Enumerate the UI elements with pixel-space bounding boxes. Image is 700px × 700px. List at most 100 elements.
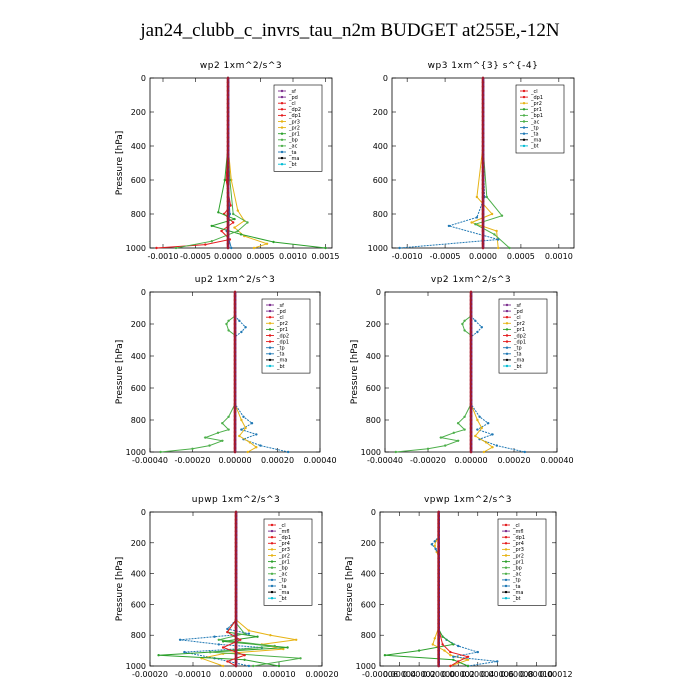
legend-entry: _mfl <box>512 529 524 535</box>
zero-profile-point <box>226 217 230 220</box>
series-point <box>493 233 496 236</box>
zero-profile-point <box>469 438 473 442</box>
series-line-tp <box>234 292 289 453</box>
legend-marker <box>504 529 508 533</box>
series-point <box>466 655 470 658</box>
legend-marker <box>270 548 274 551</box>
y-tick-label: 1000 <box>126 244 146 253</box>
series-point <box>449 650 452 654</box>
series-point <box>476 428 479 431</box>
series-point <box>272 240 275 244</box>
zero-profile-point <box>481 81 485 84</box>
zero-profile-point <box>226 166 230 169</box>
zero-profile-point <box>226 161 230 165</box>
zero-profile-point <box>233 374 237 378</box>
zero-profile-point <box>234 630 238 633</box>
series-point <box>470 221 473 224</box>
series-line-tp <box>431 512 498 667</box>
legend-entry: _ma <box>288 156 299 162</box>
series-point <box>155 246 158 250</box>
zero-profile-point <box>437 514 440 518</box>
series-point <box>220 229 223 233</box>
zero-profile-point <box>481 200 485 203</box>
legend-entry: _dp1 <box>278 535 291 541</box>
legend-entry: _ma <box>530 138 541 144</box>
y-tick-label: 200 <box>366 320 381 329</box>
zero-profile-point <box>437 587 440 591</box>
zero-profile-point <box>437 607 440 610</box>
zero-profile-point <box>233 446 237 450</box>
zero-profile-point <box>234 664 238 668</box>
zero-profile-point <box>437 556 440 560</box>
zero-profile-point <box>481 187 485 190</box>
zero-profile-point <box>437 518 440 521</box>
zero-profile-point <box>469 398 473 402</box>
y-axis-label: Pressure [hPa] <box>345 557 355 622</box>
legend-entry: _sf <box>513 303 521 309</box>
zero-profile-point <box>437 560 440 564</box>
x-tick-label: 0.00010 <box>262 670 295 679</box>
series-point <box>474 223 477 226</box>
x-tick-label: 0.00002 <box>442 670 475 679</box>
y-tick-label: 400 <box>373 142 388 151</box>
series-point <box>213 635 216 638</box>
zero-profile-point <box>234 591 238 595</box>
zero-profile-point <box>233 438 237 442</box>
series-point <box>232 221 235 224</box>
zero-profile-point <box>469 426 473 430</box>
x-tick-label: 0.00010 <box>520 670 553 679</box>
series-point <box>495 229 498 233</box>
series-point <box>247 632 251 635</box>
zero-profile-point <box>481 98 485 101</box>
legend-marker <box>505 346 509 349</box>
zero-profile-point <box>233 362 237 366</box>
zero-profile-point <box>481 76 485 80</box>
series-point <box>474 434 477 438</box>
legend-entry: _pr1 <box>288 132 300 138</box>
zero-profile-point <box>233 302 237 306</box>
zero-profile-point <box>469 350 473 354</box>
series-point <box>255 433 258 436</box>
zero-profile-point <box>233 370 237 374</box>
legend-marker <box>504 548 508 551</box>
series-point <box>240 330 243 334</box>
legend-entry: _dp2 <box>276 333 289 339</box>
zero-profile-point <box>437 530 440 533</box>
zero-profile-point <box>226 119 230 122</box>
zero-profile-point <box>234 626 238 629</box>
series-point <box>286 450 290 454</box>
panel-up2: up2 1xm^2/s^3 0 200 400 600 800 1000-0.00040 -0… <box>115 275 337 465</box>
y-tick-label: 0 <box>141 508 146 517</box>
x-tick-label: 0.00040 <box>303 456 336 465</box>
series-point <box>229 204 232 207</box>
zero-profile-point <box>437 657 440 660</box>
series-point <box>523 450 526 454</box>
zero-profile-point <box>226 174 230 178</box>
legend-marker <box>270 536 274 539</box>
legend-entry: _cl <box>276 315 284 321</box>
zero-profile-point <box>226 85 230 88</box>
zero-profile-point <box>469 406 473 410</box>
zero-profile-point <box>469 446 473 450</box>
legend-marker <box>280 108 284 111</box>
legend-marker <box>505 303 509 307</box>
x-tick-label: 0.00000 <box>219 670 252 679</box>
series-point <box>484 441 488 444</box>
legend-entry: _bt <box>276 364 285 370</box>
series-point <box>191 447 194 450</box>
series-point <box>456 439 460 442</box>
zero-profile-point <box>469 322 473 326</box>
zero-profile-point <box>437 541 440 545</box>
legend-entry: _pr2 <box>513 321 525 327</box>
x-tick-label: 0.0000 <box>214 252 242 261</box>
legend-marker <box>505 352 509 355</box>
series-line-pr2 <box>470 78 499 249</box>
series-point <box>252 664 255 668</box>
zero-profile-point <box>226 238 230 241</box>
zero-profile-point <box>481 119 485 122</box>
legend-marker <box>280 126 284 129</box>
series-point <box>495 444 498 447</box>
zero-profile-point <box>226 93 230 97</box>
series-point <box>474 319 477 322</box>
